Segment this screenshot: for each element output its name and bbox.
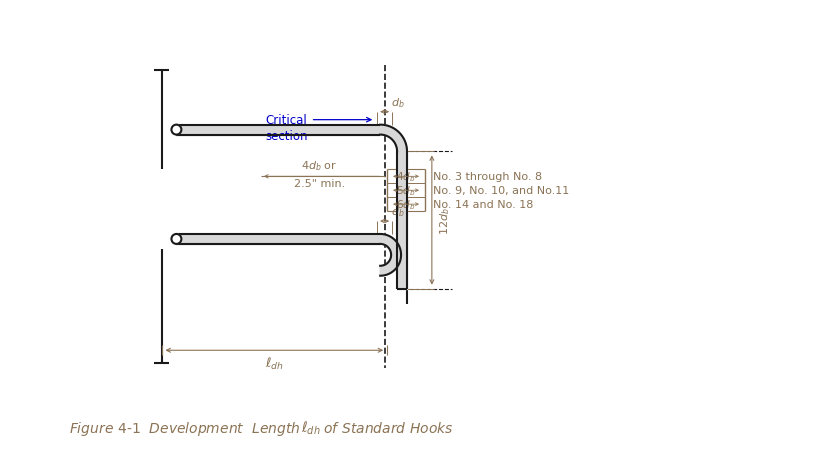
Text: $4d_b$ or: $4d_b$ or: [301, 159, 337, 173]
Polygon shape: [380, 235, 401, 276]
Text: $12d_b$: $12d_b$: [438, 207, 451, 235]
Polygon shape: [380, 125, 407, 152]
Text: $5d_b$: $5d_b$: [396, 184, 416, 198]
Text: $\ell_{dh}$: $\ell_{dh}$: [265, 355, 283, 371]
Text: $4d_b$: $4d_b$: [396, 170, 416, 184]
Text: Critical
section: Critical section: [265, 113, 308, 142]
Text: No. 14 and No. 18: No. 14 and No. 18: [433, 200, 533, 210]
Circle shape: [171, 235, 181, 244]
Text: $d_b$: $d_b$: [391, 205, 405, 218]
Text: $6d_b$: $6d_b$: [396, 198, 416, 212]
Text: 2.5" min.: 2.5" min.: [294, 179, 345, 189]
Text: No. 9, No. 10, and No.11: No. 9, No. 10, and No.11: [433, 186, 569, 196]
Text: No. 3 through No. 8: No. 3 through No. 8: [433, 172, 542, 182]
Text: $\it{Figure\ 4\text{-}1\ \ Development\ \ Length\ }$: $\it{Figure\ 4\text{-}1\ \ Development\ …: [70, 419, 301, 437]
Text: $\ell_{dh}$: $\ell_{dh}$: [301, 419, 320, 437]
Circle shape: [171, 125, 181, 135]
Text: $\it{\ of\ Standard\ Hooks}$: $\it{\ of\ Standard\ Hooks}$: [319, 420, 453, 435]
Text: $d_b$: $d_b$: [391, 96, 405, 110]
